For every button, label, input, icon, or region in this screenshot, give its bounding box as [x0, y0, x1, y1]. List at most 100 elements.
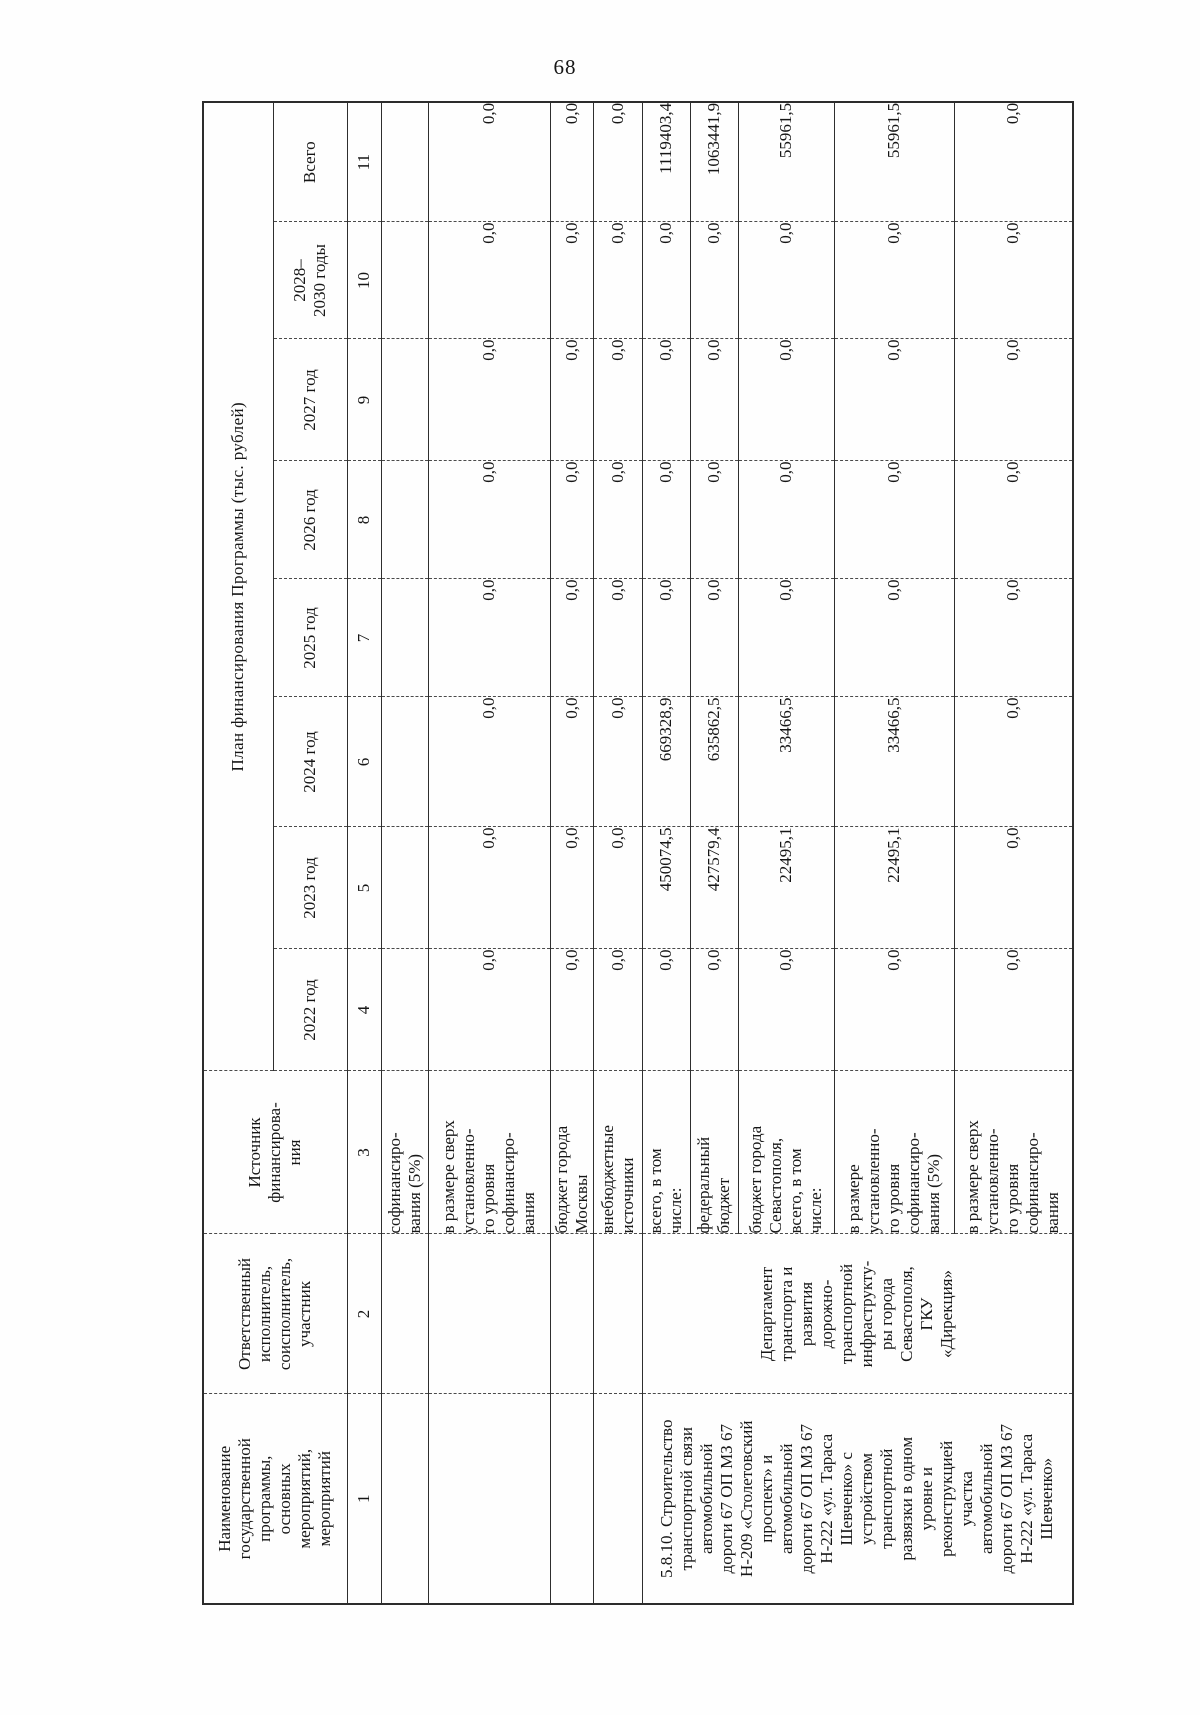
program-name-cell-empty: [381, 1394, 428, 1604]
program-name-cell-empty: [550, 1394, 593, 1604]
value-cell: 0,0: [690, 222, 738, 339]
value-cell: 0,0: [642, 461, 690, 579]
value-cell: 0,0: [834, 579, 954, 697]
value-cell: 0,0: [593, 827, 642, 949]
executor-cell-empty: [593, 1234, 642, 1394]
table-row: 5.8.10. Строительство транспортной связи…: [642, 101, 1073, 1604]
header-source: Источник финансирова- ния: [203, 1071, 347, 1234]
value-cell: 0,0: [428, 222, 550, 339]
value-cell: 0,0: [738, 579, 834, 697]
header-period-2027: 2027 год: [273, 339, 347, 461]
header-period-2022: 2022 год: [273, 949, 347, 1071]
value-cell: 33466,5: [834, 697, 954, 827]
value-cell: [381, 697, 428, 827]
value-cell: 0,0: [593, 339, 642, 461]
value-cell: 0,0: [428, 949, 550, 1071]
source-cell: внебюджетные источники: [593, 1071, 642, 1234]
value-cell: 0,0: [593, 101, 642, 222]
col-number: 1: [347, 1394, 381, 1604]
value-cell: 22495,1: [834, 827, 954, 949]
value-cell: 0,0: [428, 697, 550, 827]
value-cell: 0,0: [642, 339, 690, 461]
value-cell: 0,0: [738, 339, 834, 461]
value-cell: 0,0: [550, 101, 593, 222]
source-cell: бюджет города Москвы: [550, 1071, 593, 1234]
rotated-financing-table: Наименование государственной программы, …: [202, 100, 1074, 1605]
value-cell: 0,0: [428, 461, 550, 579]
header-period-2026: 2026 год: [273, 461, 347, 579]
value-cell: 33466,5: [738, 697, 834, 827]
value-cell: 1063441,9: [690, 101, 738, 222]
source-cell: бюджет города Севастополя, всего, в том …: [738, 1071, 834, 1234]
value-cell: 0,0: [954, 579, 1073, 697]
table-header-row-1: Наименование государственной программы, …: [203, 101, 347, 1604]
value-cell: 0,0: [690, 949, 738, 1071]
table-row: бюджет города Москвы 0,0 0,0 0,0 0,0 0,0…: [550, 101, 593, 1604]
value-cell: 55961,5: [834, 101, 954, 222]
table-row: софинансиро- вания (5%): [381, 101, 428, 1604]
value-cell: 0,0: [954, 461, 1073, 579]
executor-cell: Департамент транспорта и развития дорожн…: [642, 1234, 1073, 1394]
value-cell: 0,0: [550, 461, 593, 579]
source-cell: в размере установленно- го уровня софина…: [834, 1071, 954, 1234]
value-cell: [381, 461, 428, 579]
value-cell: 0,0: [593, 222, 642, 339]
col-number: 2: [347, 1234, 381, 1394]
value-cell: 0,0: [593, 949, 642, 1071]
value-cell: 0,0: [593, 697, 642, 827]
program-name-cell-empty: [593, 1394, 642, 1604]
value-cell: 0,0: [642, 222, 690, 339]
value-cell: [381, 222, 428, 339]
header-executor: Ответственный исполнитель, соисполнитель…: [203, 1234, 347, 1394]
source-cell: софинансиро- вания (5%): [381, 1071, 428, 1234]
value-cell: 635862,5: [690, 697, 738, 827]
value-cell: [381, 339, 428, 461]
col-number: 10: [347, 222, 381, 339]
header-period-2023: 2023 год: [273, 827, 347, 949]
value-cell: 0,0: [550, 579, 593, 697]
col-number: 5: [347, 827, 381, 949]
program-name-cell: 5.8.10. Строительство транспортной связи…: [642, 1394, 1073, 1604]
value-cell: 0,0: [642, 949, 690, 1071]
page-number: 68: [553, 55, 577, 79]
source-cell: федеральный бюджет: [690, 1071, 738, 1234]
value-cell: 0,0: [834, 222, 954, 339]
table-column-numbers-row: 1 2 3 4 5 6 7 8 9 10 11: [347, 101, 381, 1604]
value-cell: 1119403,4: [642, 101, 690, 222]
col-number: 4: [347, 949, 381, 1071]
value-cell: 0,0: [834, 339, 954, 461]
value-cell: 0,0: [954, 339, 1073, 461]
value-cell: 55961,5: [738, 101, 834, 222]
value-cell: 0,0: [738, 461, 834, 579]
value-cell: 0,0: [428, 101, 550, 222]
program-name-cell-empty: [428, 1394, 550, 1604]
financing-plan-table: Наименование государственной программы, …: [202, 100, 1074, 1605]
col-number: 3: [347, 1071, 381, 1234]
executor-cell-empty: [550, 1234, 593, 1394]
header-period-2025: 2025 год: [273, 579, 347, 697]
value-cell: 0,0: [834, 461, 954, 579]
col-number: 8: [347, 461, 381, 579]
col-number: 7: [347, 579, 381, 697]
value-cell: [381, 579, 428, 697]
value-cell: 0,0: [550, 827, 593, 949]
table-row: внебюджетные источники 0,0 0,0 0,0 0,0 0…: [593, 101, 642, 1604]
value-cell: 0,0: [690, 579, 738, 697]
header-plan-title: План финансирования Программы (тыс. рубл…: [203, 101, 273, 1071]
value-cell: 0,0: [593, 579, 642, 697]
source-cell: всего, в том числе:: [642, 1071, 690, 1234]
header-period-2024: 2024 год: [273, 697, 347, 827]
value-cell: 0,0: [428, 827, 550, 949]
col-number: 6: [347, 697, 381, 827]
value-cell: 0,0: [738, 222, 834, 339]
value-cell: 0,0: [550, 697, 593, 827]
value-cell: 22495,1: [738, 827, 834, 949]
executor-cell-empty: [428, 1234, 550, 1394]
value-cell: 0,0: [593, 461, 642, 579]
value-cell: 0,0: [642, 579, 690, 697]
source-cell: в размере сверх установленно- го уровня …: [428, 1071, 550, 1234]
value-cell: 0,0: [738, 949, 834, 1071]
value-cell: 0,0: [428, 339, 550, 461]
table-row: в размере сверх установленно- го уровня …: [428, 101, 550, 1604]
executor-cell-empty: [381, 1234, 428, 1394]
